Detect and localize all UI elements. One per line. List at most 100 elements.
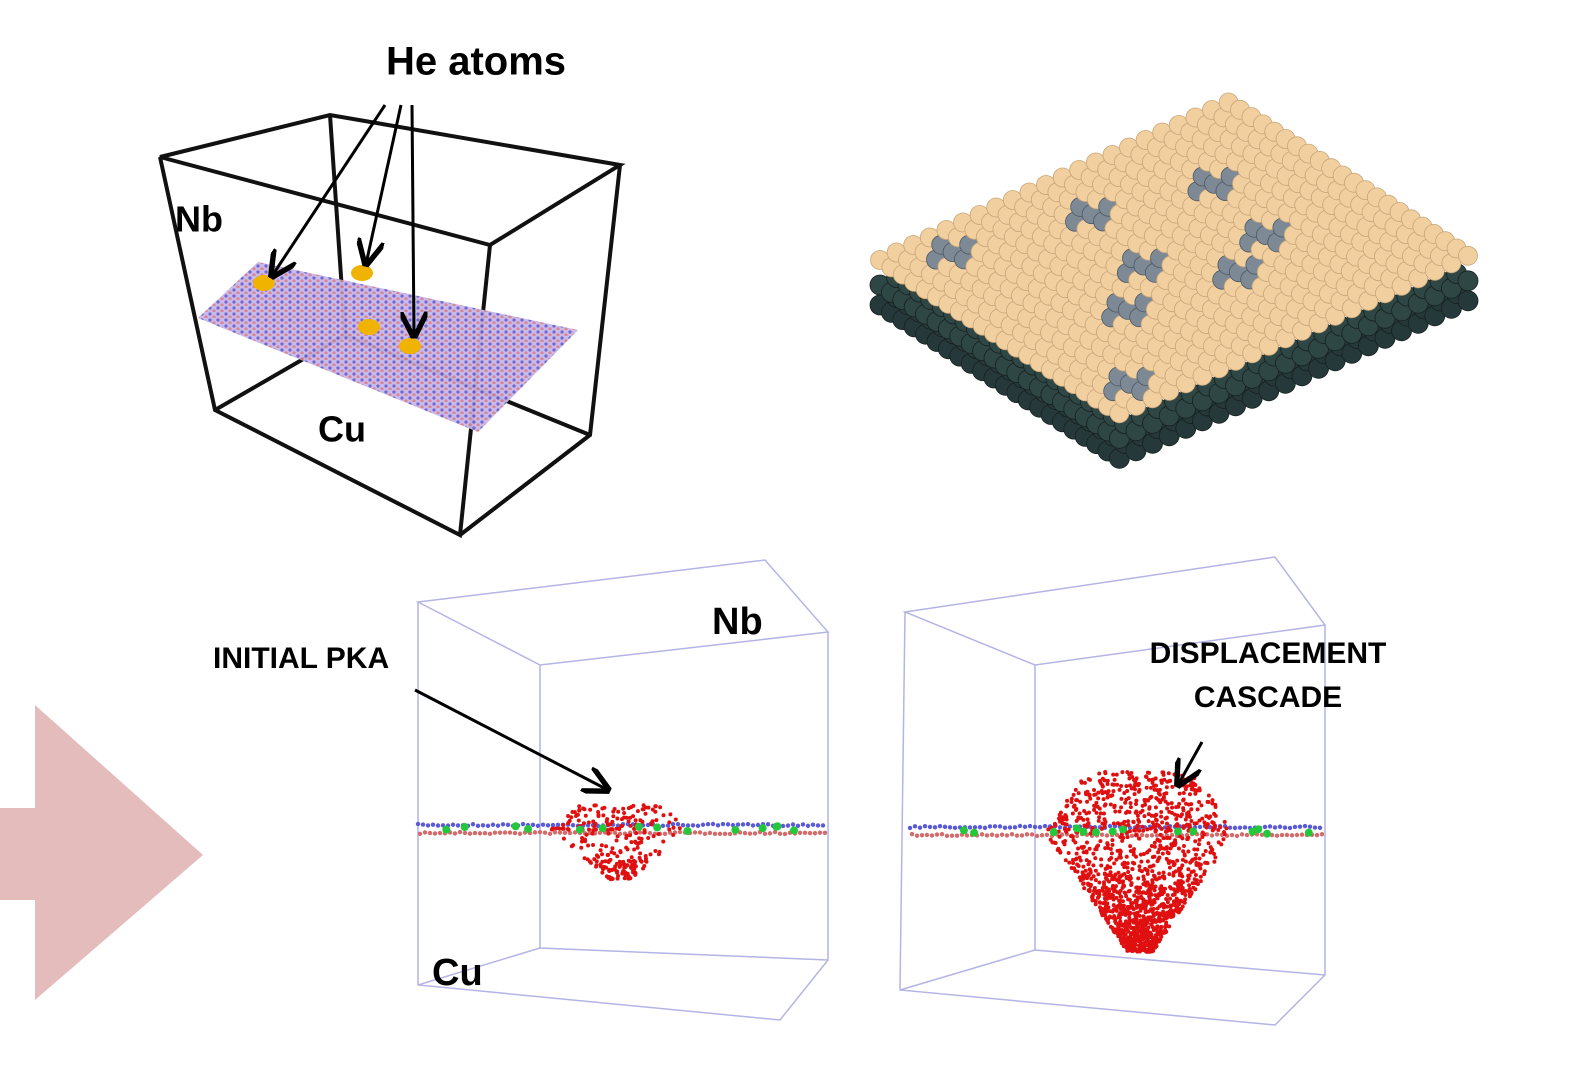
he-atom [1092,828,1100,836]
displaced-atom [1164,816,1168,820]
displaced-atom [1141,943,1145,947]
displaced-atom [1166,802,1170,806]
displaced-atom [1082,809,1086,813]
displaced-atom [1124,784,1128,788]
displaced-atom [644,812,648,816]
displaced-atom [1129,901,1133,905]
cu-atom [1315,833,1319,837]
displaced-atom [1065,804,1069,808]
cu-atom [1105,833,1109,837]
cu-atom [533,830,537,834]
displaced-atom [1120,770,1124,774]
displaced-atom [627,819,631,823]
cu-atom [798,831,802,835]
displaced-atom [1099,857,1103,861]
displaced-atom [1092,788,1096,792]
displaced-atom [1128,874,1132,878]
cu-atom [563,831,567,835]
he-atom [683,827,691,835]
displaced-atom [1099,863,1103,867]
displaced-atom [1200,817,1204,821]
displaced-atom [1168,836,1172,840]
displaced-atom [612,867,616,871]
displaced-atom [1197,842,1201,846]
displaced-atom [640,820,644,824]
cascade-plot [908,770,1324,954]
cu-atom [925,833,929,837]
displaced-atom [1121,836,1125,840]
displaced-atom [1177,867,1181,871]
he-atom [442,826,450,834]
displaced-atom [1178,792,1182,796]
displaced-atom [653,849,657,853]
nb-atom [486,824,490,828]
cu-atom [538,830,542,834]
displaced-atom [577,808,581,812]
displaced-atom [641,867,645,871]
displaced-atom [1103,897,1107,901]
he-atom [576,826,584,834]
displaced-atom [1096,805,1100,809]
displaced-atom [1076,847,1080,851]
displaced-atom [1081,846,1085,850]
nb-atom [953,826,957,830]
nb-atom [1273,825,1277,829]
nb-atom [983,826,987,830]
displaced-atom [1080,781,1084,785]
pka-label: INITIAL PKA [213,642,389,675]
displaced-atom [550,827,554,831]
cu-atom [1030,832,1034,836]
he-atom [1119,825,1127,833]
displaced-atom [1187,825,1191,829]
displaced-atom [607,875,611,879]
displaced-atom [1118,928,1122,932]
displaced-atom [621,807,625,811]
displaced-atom [1190,787,1194,791]
displaced-atom [1154,828,1158,832]
displaced-atom [1158,919,1162,923]
displaced-atom [1072,866,1076,870]
transition-arrow [0,705,203,1000]
displaced-atom [1111,877,1115,881]
displaced-atom [1149,786,1153,790]
displaced-atom [1199,803,1203,807]
displaced-atom [1159,810,1163,814]
displaced-atom [1109,794,1113,798]
nb-atom [928,825,932,829]
displaced-atom [1138,810,1142,814]
displaced-atom [1100,791,1104,795]
displaced-atom [650,822,654,826]
displaced-atom [1132,820,1136,824]
he-atom [1263,830,1271,838]
displaced-atom [606,832,610,836]
he-atom [731,826,739,834]
displaced-atom [1183,893,1187,897]
displaced-atom [667,820,671,824]
displaced-atom [570,810,574,814]
displaced-atom [601,813,605,817]
nb-atom [1228,825,1232,829]
he-atom [512,822,520,830]
displaced-atom [1175,859,1179,863]
cu-atom [1000,833,1004,837]
displaced-atom [1161,902,1165,906]
displaced-atom [641,807,645,811]
displaced-atom [1146,771,1150,775]
displaced-atom [1072,793,1076,797]
displaced-atom [1126,930,1130,934]
he-atom [970,829,978,837]
cu-atom [433,831,437,835]
displaced-atom [1159,815,1163,819]
nb-atom [1033,825,1037,829]
nb-atom [551,823,555,827]
he-atom [960,826,968,834]
cu-atom [1140,833,1144,837]
cu-atom [1130,834,1134,838]
displaced-atom [658,805,662,809]
displaced-atom [613,807,617,811]
nb-atom [1263,825,1267,829]
displaced-atom [1192,869,1196,873]
displaced-atom [1087,860,1091,864]
displaced-atom [643,828,647,832]
displaced-atom [1128,918,1132,922]
